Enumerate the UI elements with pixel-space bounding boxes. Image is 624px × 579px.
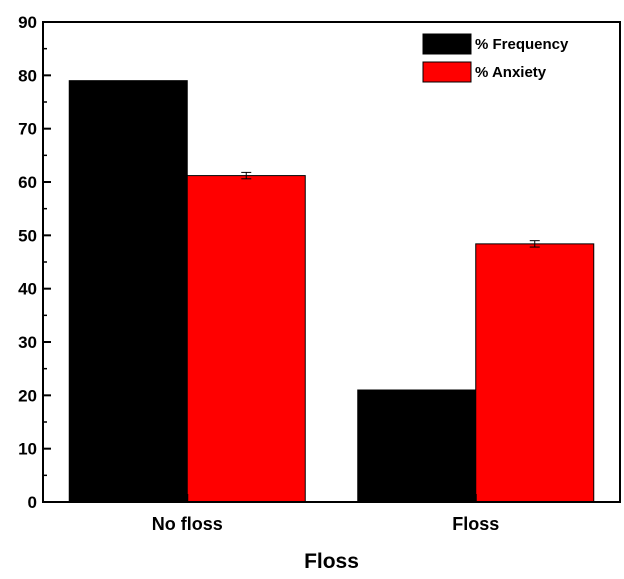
legend-item: % Anxiety — [422, 61, 547, 83]
y-tick-label: 10 — [18, 440, 37, 459]
error-bar — [529, 240, 540, 248]
axes: 0 10 20 30 40 50 60 70 80 90 No floss Floss — [18, 13, 499, 534]
y-tick-label: 30 — [18, 333, 37, 352]
bar-frequency-floss — [357, 389, 477, 503]
x-axis-title: Floss — [304, 550, 359, 573]
y-tick-label: 70 — [18, 120, 37, 139]
legend-item: % Frequency — [422, 33, 569, 55]
x-tick-label: No floss — [152, 514, 223, 534]
legend-swatch — [422, 33, 472, 55]
y-tick-label: 0 — [28, 493, 37, 512]
bar-anxiety-floss — [475, 243, 595, 503]
y-tick-label: 40 — [18, 280, 37, 299]
plot-marks — [68, 80, 595, 503]
y-tick-label: 20 — [18, 386, 37, 405]
legend-swatch — [422, 61, 472, 83]
y-tick-label: 50 — [18, 226, 37, 245]
error-bar — [241, 171, 252, 180]
legend: % Frequency % Anxiety — [422, 33, 569, 83]
legend-label: % Frequency — [475, 36, 569, 53]
x-tick-label: Floss — [452, 514, 499, 534]
y-tick-label: 60 — [18, 173, 37, 192]
y-tick-label: 80 — [18, 66, 37, 85]
y-tick-label: 90 — [18, 13, 37, 32]
legend-label: % Anxiety — [475, 64, 547, 81]
bar-frequency-no-floss — [68, 80, 188, 503]
bar-anxiety-no-floss — [186, 175, 306, 503]
